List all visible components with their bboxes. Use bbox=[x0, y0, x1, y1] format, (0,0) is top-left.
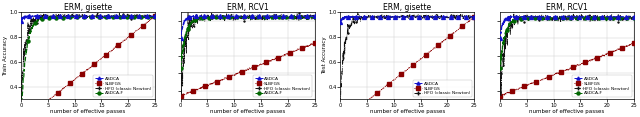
Legend: ASDCA, SLBFGS, HFO (classic Newton): ASDCA, SLBFGS, HFO (classic Newton) bbox=[413, 80, 472, 97]
Y-axis label: Train Accuracy: Train Accuracy bbox=[3, 36, 8, 76]
Legend: ASDCA, SLBFGS, HFO (classic Newton), ASDCA-F: ASDCA, SLBFGS, HFO (classic Newton), ASD… bbox=[572, 75, 632, 97]
X-axis label: number of effective passes: number of effective passes bbox=[210, 109, 285, 114]
Y-axis label: Test Accuracy: Test Accuracy bbox=[322, 37, 327, 74]
Title: ERM, gisette: ERM, gisette bbox=[383, 3, 431, 12]
Title: ERM, gisette: ERM, gisette bbox=[64, 3, 112, 12]
Legend: ASDCA, SLBFGS, HFO (classic Newton), ASDCA-F: ASDCA, SLBFGS, HFO (classic Newton), ASD… bbox=[253, 75, 312, 97]
Title: ERM, RCV1: ERM, RCV1 bbox=[227, 3, 268, 12]
X-axis label: number of effective passes: number of effective passes bbox=[51, 109, 125, 114]
X-axis label: number of effective passes: number of effective passes bbox=[370, 109, 445, 114]
Legend: ASDCA, SLBFGS, HFO (classic Newton), ASDCA-F: ASDCA, SLBFGS, HFO (classic Newton), ASD… bbox=[93, 75, 153, 97]
Title: ERM, RCV1: ERM, RCV1 bbox=[546, 3, 588, 12]
X-axis label: number of effective passes: number of effective passes bbox=[529, 109, 605, 114]
